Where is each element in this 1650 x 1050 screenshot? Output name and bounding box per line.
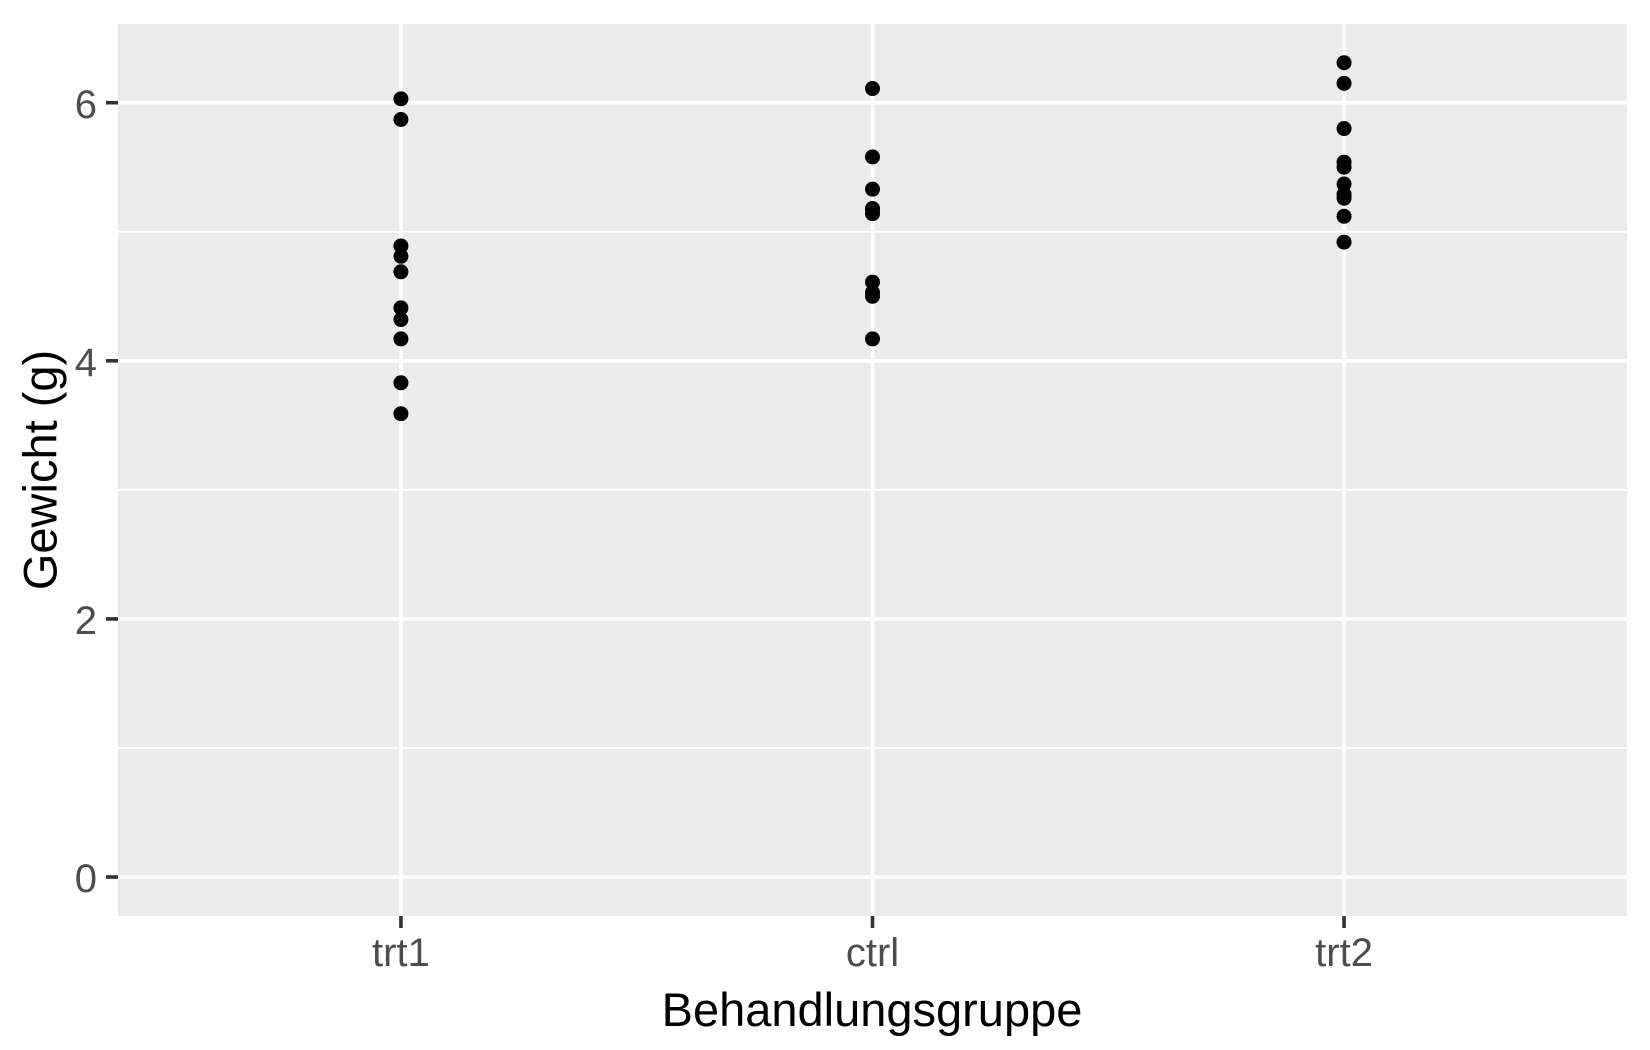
- y-tick-label: 6: [74, 82, 97, 127]
- x-tick-label: trt2: [1315, 931, 1373, 975]
- x-tick-label: ctrl: [845, 931, 900, 975]
- data-point: [1336, 208, 1352, 224]
- data-point: [393, 248, 409, 264]
- data-point: [865, 181, 880, 197]
- y-tick-label: 4: [74, 340, 97, 385]
- y-tick-label: 0: [74, 857, 97, 902]
- data-point: [1336, 176, 1352, 192]
- data-point: [393, 264, 409, 280]
- data-point: [393, 111, 409, 127]
- data-point: [1336, 159, 1352, 175]
- data-point: [393, 300, 409, 316]
- data-point: [865, 206, 880, 222]
- data-point: [865, 81, 880, 97]
- data-point: [865, 331, 880, 347]
- data-point: [393, 406, 409, 422]
- data-point: [1336, 190, 1352, 206]
- data-point: [393, 91, 409, 107]
- data-point: [393, 331, 409, 347]
- data-point: [865, 274, 880, 290]
- data-point: [393, 238, 409, 254]
- y-axis-title: Gewicht (g): [13, 349, 67, 591]
- y-tick-label: 2: [74, 598, 97, 643]
- data-point: [865, 149, 880, 165]
- data-point: [393, 375, 409, 391]
- x-axis-title: Behandlungsgruppe: [661, 983, 1083, 1036]
- data-point: [1336, 75, 1352, 91]
- data-point: [1336, 55, 1352, 71]
- data-point: [393, 312, 409, 328]
- data-point: [865, 288, 880, 304]
- x-tick-label: trt1: [372, 931, 430, 975]
- data-point: [1336, 121, 1352, 137]
- data-point: [1336, 234, 1352, 250]
